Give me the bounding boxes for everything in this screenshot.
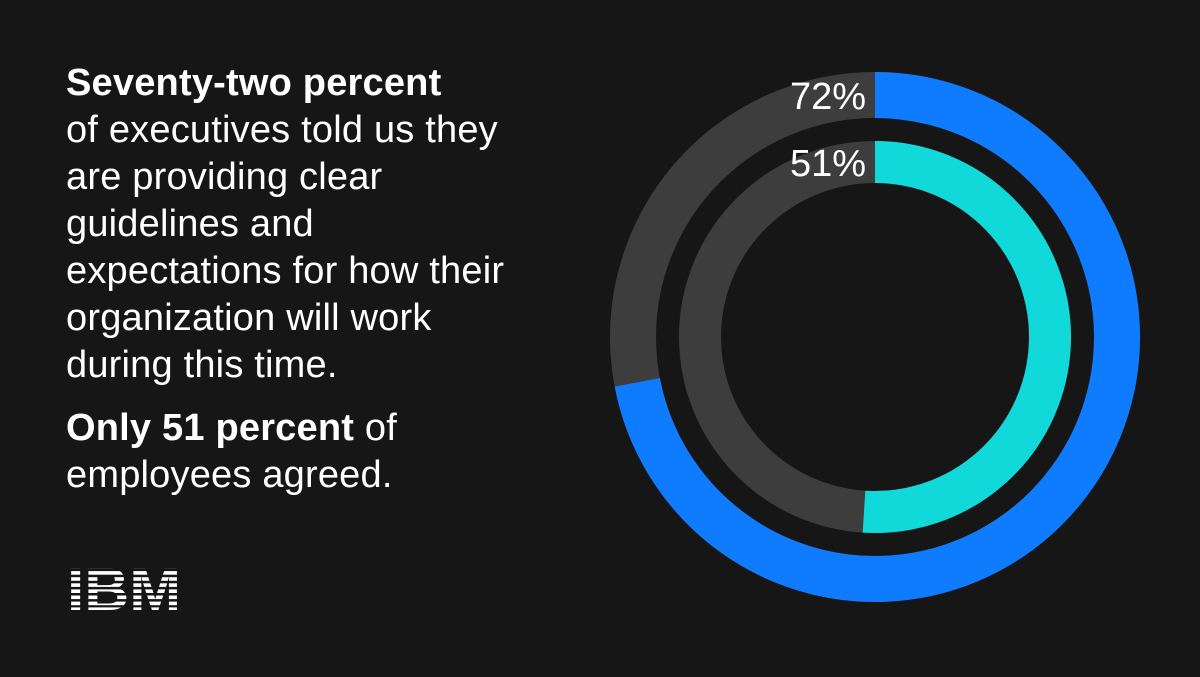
ring-label-2: 51%: [790, 143, 866, 185]
ring-arc-2: [862, 141, 1071, 533]
followup-bold: Only 51 percent: [66, 407, 355, 449]
text-block: Seventy-two percent of executives told us…: [66, 60, 536, 499]
headline-paragraph: Seventy-two percent of executives told us…: [66, 60, 536, 389]
followup-paragraph: Only 51 percent of employees agreed.: [66, 405, 536, 499]
ring-arc-1: [614, 72, 1140, 602]
ring-label-1: 72%: [790, 76, 866, 118]
ibm-logo: IBM: [67, 565, 181, 611]
ibm-logo-text: IBM: [67, 565, 181, 611]
headline-rest: of executives told us they are providing…: [66, 109, 505, 386]
headline-bold: Seventy-two percent: [66, 62, 442, 104]
followup-rest: of employees agreed.: [66, 407, 397, 496]
